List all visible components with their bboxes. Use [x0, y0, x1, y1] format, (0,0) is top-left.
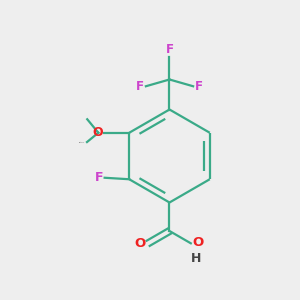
Text: O: O [193, 236, 204, 249]
Text: H: H [191, 252, 201, 265]
Text: F: F [195, 80, 203, 93]
Text: F: F [94, 171, 103, 184]
Text: F: F [166, 43, 173, 56]
Text: O: O [134, 237, 146, 250]
Text: F: F [136, 80, 144, 93]
Text: methoxy: methoxy [79, 141, 85, 143]
Text: O: O [92, 126, 103, 139]
